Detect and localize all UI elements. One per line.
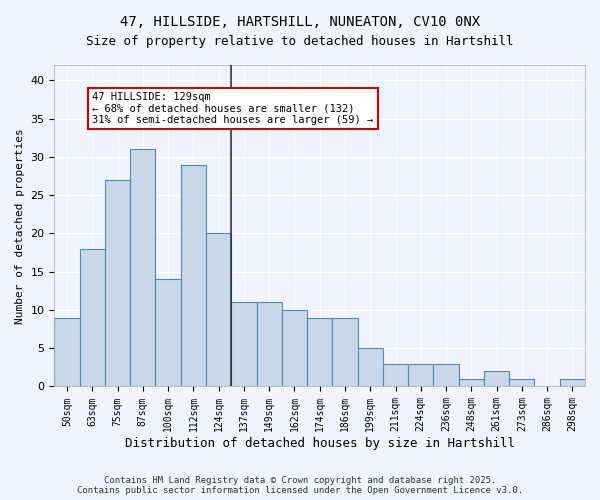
Bar	[130, 149, 155, 386]
Bar	[458, 379, 484, 386]
Bar	[206, 234, 231, 386]
Bar	[484, 371, 509, 386]
Bar	[181, 164, 206, 386]
Bar	[282, 310, 307, 386]
Bar	[105, 180, 130, 386]
Bar	[257, 302, 282, 386]
Bar	[231, 302, 257, 386]
Bar	[80, 248, 105, 386]
Bar	[358, 348, 383, 387]
Text: 47 HILLSIDE: 129sqm
← 68% of detached houses are smaller (132)
31% of semi-detac: 47 HILLSIDE: 129sqm ← 68% of detached ho…	[92, 92, 374, 125]
Bar	[332, 318, 358, 386]
Text: Contains HM Land Registry data © Crown copyright and database right 2025.
Contai: Contains HM Land Registry data © Crown c…	[77, 476, 523, 495]
Bar	[383, 364, 408, 386]
Text: 47, HILLSIDE, HARTSHILL, NUNEATON, CV10 0NX: 47, HILLSIDE, HARTSHILL, NUNEATON, CV10 …	[120, 15, 480, 29]
Y-axis label: Number of detached properties: Number of detached properties	[15, 128, 25, 324]
Text: Size of property relative to detached houses in Hartshill: Size of property relative to detached ho…	[86, 35, 514, 48]
X-axis label: Distribution of detached houses by size in Hartshill: Distribution of detached houses by size …	[125, 437, 515, 450]
Bar	[433, 364, 458, 386]
Bar	[155, 280, 181, 386]
Bar	[509, 379, 535, 386]
Bar	[408, 364, 433, 386]
Bar	[55, 318, 80, 386]
Bar	[560, 379, 585, 386]
Bar	[307, 318, 332, 386]
